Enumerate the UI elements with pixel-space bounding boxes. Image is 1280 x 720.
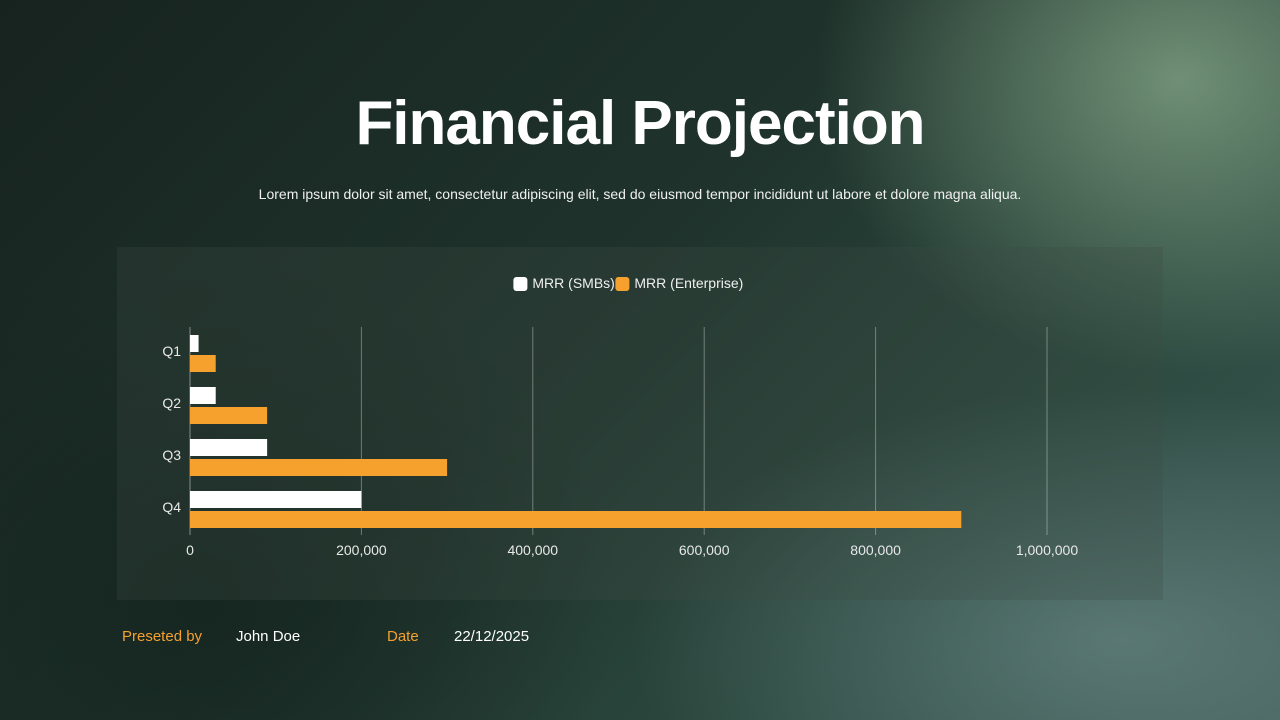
bar-smb xyxy=(190,491,362,508)
date-label: Date xyxy=(387,628,419,645)
x-tick-label: 400,000 xyxy=(507,542,558,558)
x-tick-label: 0 xyxy=(186,542,194,558)
x-tick-label: 600,000 xyxy=(679,542,730,558)
y-tick-label: Q3 xyxy=(162,447,181,463)
page-subtitle: Lorem ipsum dolor sit amet, consectetur … xyxy=(258,186,1022,202)
x-tick-label: 200,000 xyxy=(336,542,387,558)
y-tick-label: Q2 xyxy=(162,395,181,411)
legend-label-smb: MRR (SMBs) xyxy=(532,275,614,291)
presented-by-label: Preseted by xyxy=(122,628,203,645)
legend-label-enterprise: MRR (Enterprise) xyxy=(634,275,743,291)
bar-enterprise xyxy=(190,511,962,528)
date-value: 22/12/2025 xyxy=(454,628,530,645)
bar-enterprise xyxy=(190,407,268,424)
bar-enterprise xyxy=(190,355,216,372)
bar-chart: 0 200,000 400,000 600,000 800,000 1,000,000 Q1… xyxy=(162,275,1078,558)
legend-swatch-smb xyxy=(513,277,528,291)
y-tick-label: Q1 xyxy=(162,343,181,359)
bar-smb xyxy=(190,439,268,456)
y-tick-label: Q4 xyxy=(162,499,181,515)
legend-swatch-enterprise xyxy=(615,277,630,291)
page-title: Financial Projection xyxy=(355,89,925,158)
chart-panel: 0 200,000 400,000 600,000 800,000 1,000,000 Q1… xyxy=(117,247,1163,600)
bar-enterprise xyxy=(190,459,448,476)
bar-smb xyxy=(190,387,216,404)
x-tick-label: 1,000,000 xyxy=(1016,542,1078,558)
presenter-name: John Doe xyxy=(236,628,301,645)
bar-smb xyxy=(190,335,199,352)
x-tick-label: 800,000 xyxy=(850,542,901,558)
